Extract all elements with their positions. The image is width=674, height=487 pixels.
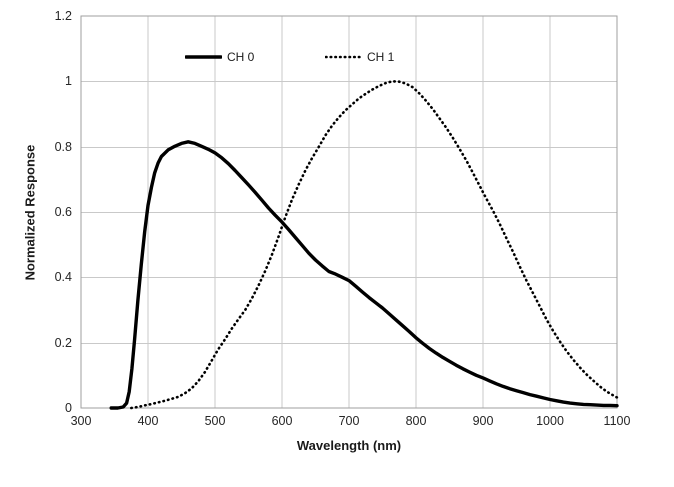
y-axis-tick-label: 0.6: [54, 205, 72, 219]
y-axis-tick-label: 0.8: [54, 139, 72, 154]
y-axis-tick-label: 0.4: [54, 270, 72, 285]
x-axis-tick-label: 600: [271, 414, 293, 428]
y-axis-tick-label: 0.2: [54, 335, 72, 350]
plot-border: [80, 15, 618, 409]
x-axis-tick-label: 1000: [536, 414, 564, 428]
x-axis-tick-label: 900: [472, 414, 494, 428]
series-ch0-line: [109, 140, 619, 410]
x-axis-tick-label: 300: [70, 414, 92, 428]
x-axis-tick-label: 800: [405, 414, 427, 428]
series-ch1-line: [130, 79, 619, 410]
legend-line-sample-dotted: [325, 55, 362, 59]
x-axis-tick-label: 500: [204, 414, 226, 428]
y-axis-title: Normalized Response: [22, 144, 38, 281]
gridlines: [81, 16, 617, 408]
x-axis-tick-label: 400: [137, 414, 159, 428]
legend-line-sample-solid: [185, 55, 222, 59]
x-axis-title: Wavelength (nm): [296, 438, 402, 453]
y-axis-tick-label: 1: [65, 74, 72, 89]
legend-label-ch0: CH 0: [227, 50, 255, 64]
legend-item-ch0: CH 0: [185, 49, 254, 65]
x-axis-tick-label: 1100: [603, 414, 631, 428]
x-axis-tick-label: 700: [338, 414, 360, 428]
legend-label-ch1: CH 1: [367, 50, 395, 64]
legend-item-ch1: CH 1: [325, 49, 394, 65]
y-axis-tick-label: 1.2: [54, 9, 72, 23]
y-axis-tick-label: 0: [65, 401, 72, 415]
